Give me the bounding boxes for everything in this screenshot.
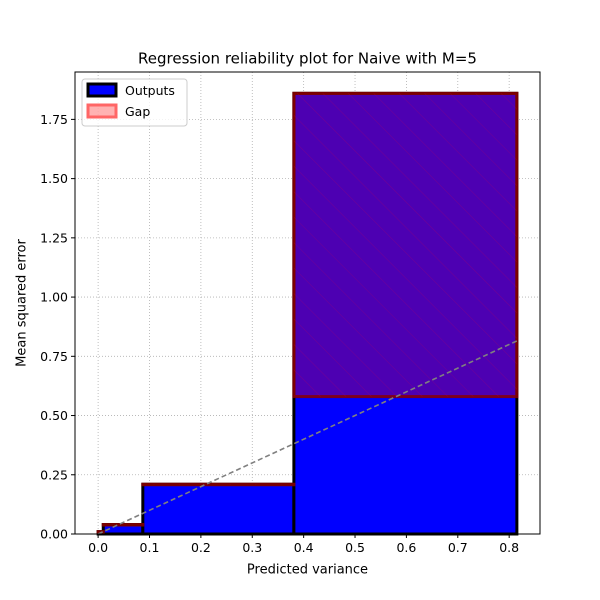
x-axis: 0.0 0.1 0.2 0.3 0.4 0.5 0.6 0.7 0.8: [88, 534, 519, 555]
y-tick-label: 0.00: [40, 527, 68, 542]
x-axis-label: Predicted variance: [247, 563, 368, 578]
plot-frame: [74, 71, 541, 535]
y-axis-label: Mean squared error: [15, 239, 30, 367]
x-tick-label: 0.4: [294, 540, 314, 555]
y-axis: 0.00 0.25 0.50 0.75 1.00 1.25 1.50 1.75: [40, 112, 75, 542]
legend-swatch-outputs: [86, 82, 118, 98]
legend-label-outputs: Outputs: [125, 83, 175, 98]
legend-label-gap: Gap: [125, 104, 150, 119]
legend: Outputs Gap: [81, 78, 188, 127]
output-bar-3: [141, 482, 296, 536]
y-tick-label: 1.75: [40, 112, 68, 127]
gap-hatch-4: [293, 93, 517, 397]
gap-hatch-3: [142, 484, 294, 485]
y-tick-label: 0.75: [40, 349, 68, 364]
diagonal-layer: [97, 340, 518, 535]
chart-title: Regression reliability plot for Naive wi…: [138, 50, 477, 68]
x-tick-label: 0.8: [499, 540, 519, 555]
x-tick-label: 0.2: [191, 540, 211, 555]
y-tick-label: 0.50: [40, 408, 68, 423]
y-tick-label: 1.00: [40, 290, 68, 305]
bars-layer: [96, 91, 519, 536]
gap-hatch-2: [103, 524, 143, 526]
x-tick-label: 0.3: [242, 540, 262, 555]
x-tick-label: 0.5: [345, 540, 365, 555]
y-tick-label: 1.25: [40, 230, 68, 245]
x-tick-label: 0.1: [140, 540, 160, 555]
ideal-diagonal-line: [97, 340, 518, 535]
legend-swatch-gap: [86, 103, 118, 119]
x-tick-label: 0.6: [396, 540, 416, 555]
y-tick-label: 1.50: [40, 171, 68, 186]
x-tick-label: 0.7: [448, 540, 468, 555]
x-tick-label: 0.0: [88, 540, 108, 555]
y-tick-label: 0.25: [40, 467, 68, 482]
